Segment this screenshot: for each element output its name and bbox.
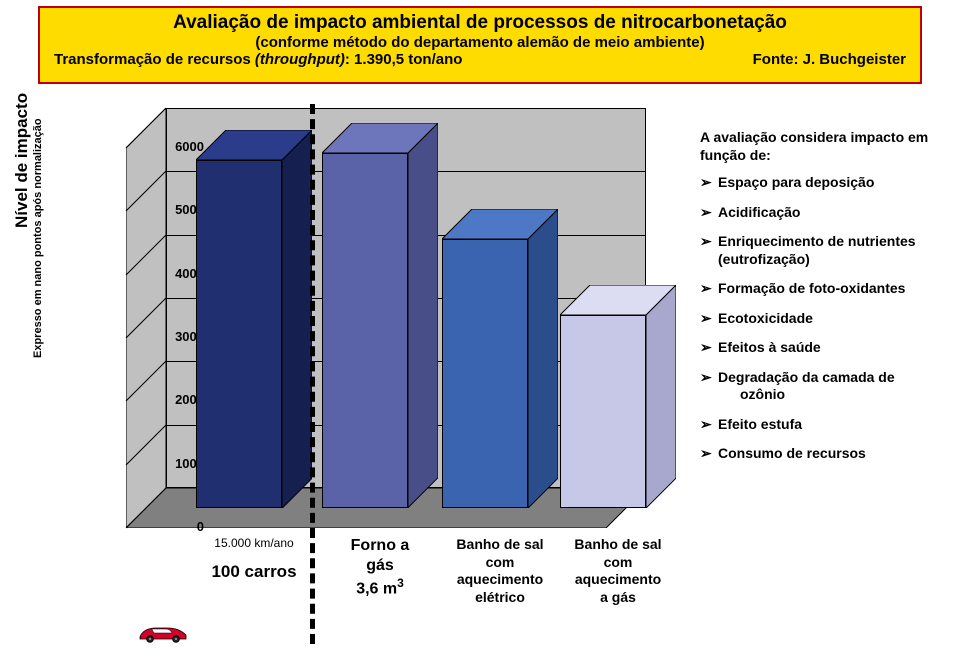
banner-title: Avaliação de impacto ambiental de proces… bbox=[50, 12, 910, 34]
gridline bbox=[166, 108, 646, 109]
gridline-side bbox=[126, 108, 166, 148]
chart-area: Nível de impacto Expresso em nano pontos… bbox=[40, 108, 680, 648]
gridline-side bbox=[126, 425, 166, 465]
bar bbox=[560, 285, 676, 508]
gridline-side bbox=[126, 298, 166, 338]
bar bbox=[322, 123, 438, 508]
panel-item: Consumo de recursos bbox=[700, 445, 948, 463]
gridline-side bbox=[126, 235, 166, 275]
panel-item: Efeitos à saúde bbox=[700, 339, 948, 357]
panel-item: Efeito estufa bbox=[700, 416, 948, 434]
panel-title: A avaliação considera impacto em função … bbox=[700, 128, 948, 164]
bar bbox=[196, 130, 312, 508]
panel-item: Degradação da camada deozônio bbox=[700, 369, 948, 404]
page-root: Avaliação de impacto ambiental de proces… bbox=[0, 0, 960, 670]
x-label: Banho de salcomaquecimentoa gás bbox=[548, 536, 688, 606]
gridline-side bbox=[126, 488, 166, 528]
x-axis-labels: 15.000 km/ano 100 carrosForno agás3,6 m3… bbox=[126, 536, 646, 666]
banner-bottom-row: Transformação de recursos (throughput): … bbox=[50, 51, 910, 68]
panel-item: Enriquecimento de nutrientes (eutrofizaç… bbox=[700, 233, 948, 268]
gridline-side bbox=[126, 171, 166, 211]
car-icon bbox=[138, 622, 188, 644]
x-label: 15.000 km/ano 100 carros bbox=[184, 536, 324, 582]
title-banner: Avaliação de impacto ambiental de proces… bbox=[38, 6, 922, 84]
panel-item: Ecotoxicidade bbox=[700, 310, 948, 328]
panel-list: Espaço para deposição Acidificação Enrique… bbox=[700, 174, 948, 463]
x-label: Forno agás3,6 m3 bbox=[310, 536, 450, 599]
y-axis-sublabel: Expresso em nano pontos após normalizaçã… bbox=[32, 118, 44, 358]
panel-item: Acidificação bbox=[700, 204, 948, 222]
panel-item: Formação de foto-oxidantes bbox=[700, 280, 948, 298]
panel-item: Espaço para deposição bbox=[700, 174, 948, 192]
y-tick: 0 bbox=[197, 519, 204, 534]
plot-3d: 0100020003000400050006000 bbox=[126, 108, 646, 528]
banner-source: Fonte: J. Buchgeister bbox=[753, 51, 906, 68]
banner-subtitle: (conforme método do departamento alemão … bbox=[50, 34, 910, 51]
y-axis-label: Nível de impacto bbox=[12, 93, 32, 228]
impact-factors-panel: A avaliação considera impacto em função … bbox=[700, 128, 948, 475]
gridline-side bbox=[126, 361, 166, 401]
banner-throughput: Transformação de recursos (throughput): … bbox=[54, 51, 462, 68]
bar bbox=[442, 209, 558, 508]
